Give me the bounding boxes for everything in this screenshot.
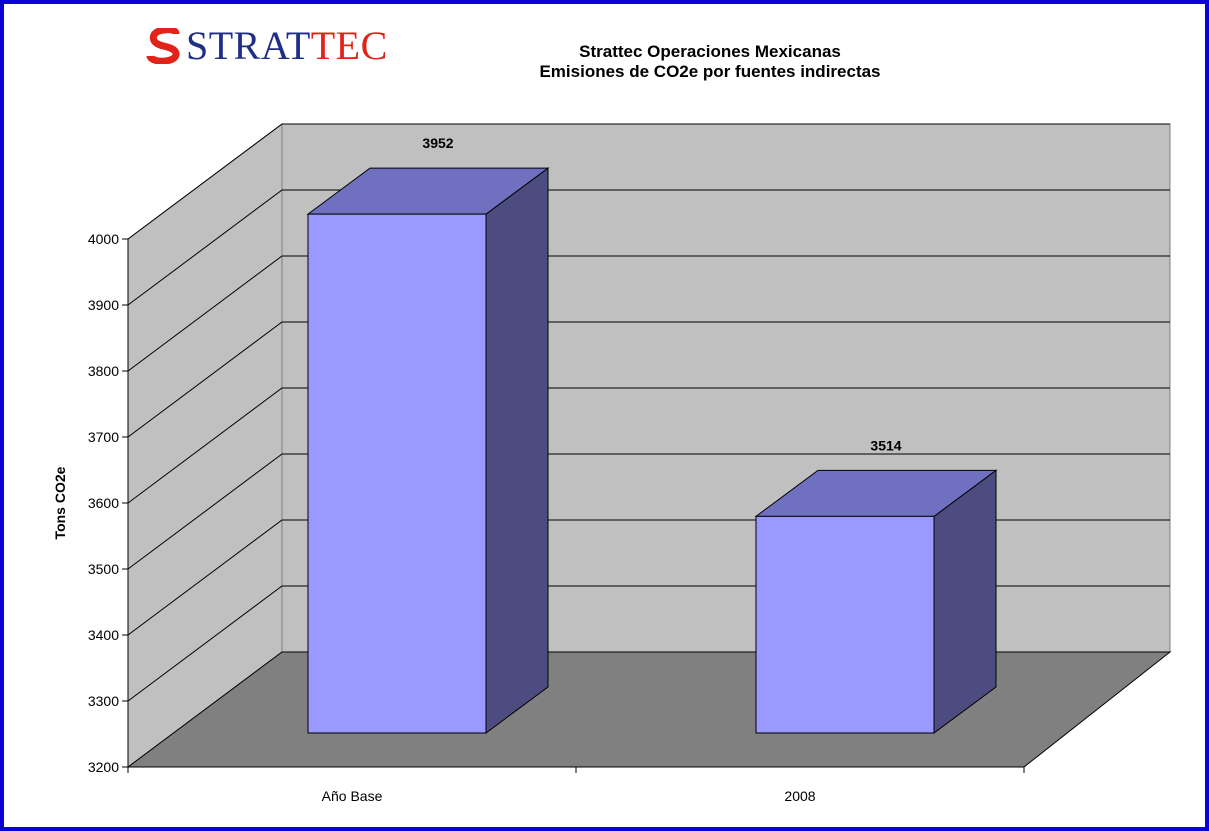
gridline <box>127 189 1170 306</box>
chart-title: Strattec Operaciones Mexicanas <box>579 42 841 61</box>
bar-side <box>485 167 549 734</box>
logo-mark-icon <box>146 28 180 64</box>
logo-text-accent: TEC <box>310 23 388 68</box>
y-tick-label: 4000 <box>88 231 119 247</box>
floor <box>126 651 1172 768</box>
y-tick-label: 3700 <box>88 429 119 445</box>
y-tick-label: 3300 <box>88 693 119 709</box>
data-label: 3514 <box>870 437 901 453</box>
bar <box>307 213 487 734</box>
x-tick-label: Año Base <box>322 788 383 804</box>
gridline <box>127 453 1170 570</box>
logo-text-main: STRAT <box>186 23 311 68</box>
logo-text: STRATTEC <box>186 26 388 66</box>
strattec-logo: STRATTEC <box>146 26 388 66</box>
gridline <box>127 321 1170 438</box>
bar <box>755 515 935 734</box>
data-label: 3952 <box>422 135 453 151</box>
y-tick-label: 3200 <box>88 759 119 775</box>
x-tick-label: 2008 <box>784 788 815 804</box>
chart-title-block: Strattec Operaciones Mexicanas Emisiones… <box>300 42 1120 82</box>
y-tick-label: 3400 <box>88 627 119 643</box>
chart-subtitle: Emisiones de CO2e por fuentes indirectas <box>539 62 881 81</box>
gridline <box>127 387 1170 504</box>
y-tick-label: 3500 <box>88 561 119 577</box>
gridline <box>127 255 1170 372</box>
gridline <box>127 123 1170 240</box>
y-axis-label: Tons CO2e <box>52 466 68 540</box>
y-tick-label: 3800 <box>88 363 119 379</box>
y-tick-label: 3900 <box>88 297 119 313</box>
y-tick-label: 3600 <box>88 495 119 511</box>
